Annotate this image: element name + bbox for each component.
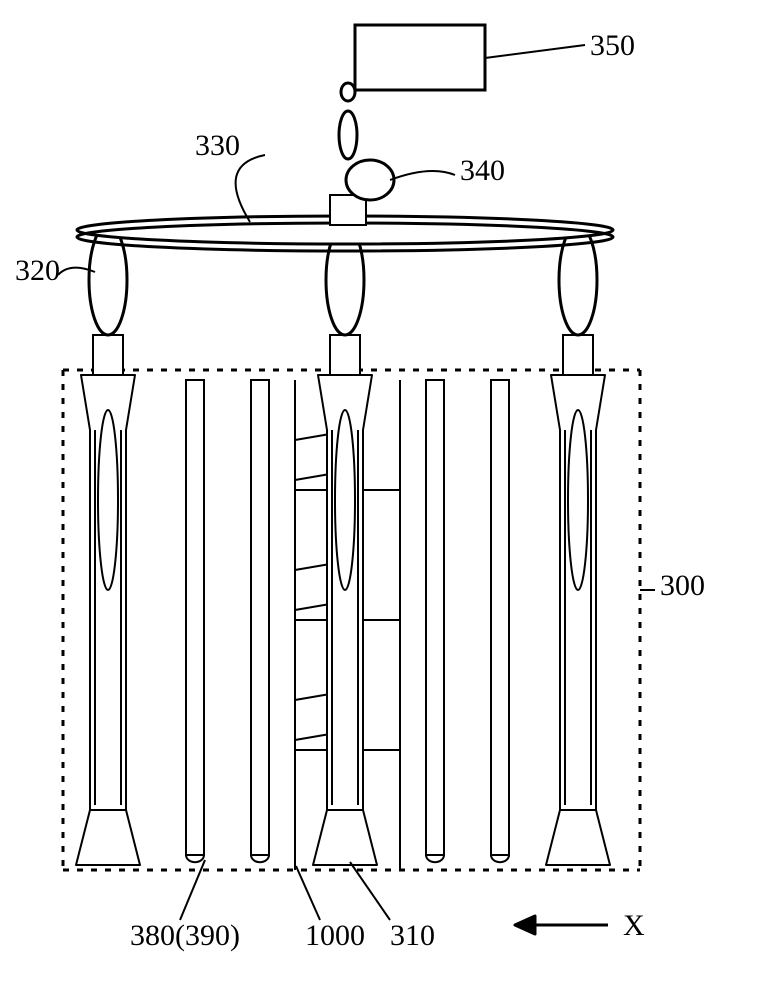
label-1000: 1000 — [305, 919, 365, 952]
label-310: 310 — [390, 919, 435, 952]
label-350: 350 — [590, 29, 635, 62]
patent-figure: 350 330 340 320 300 380(390) 1000 310 X — [0, 0, 763, 1000]
label-x: X — [623, 909, 645, 942]
label-300: 300 — [660, 569, 705, 602]
label-380: 380(390) — [130, 919, 240, 952]
label-330: 330 — [195, 129, 240, 162]
label-320: 320 — [15, 254, 60, 287]
drawing-layer — [63, 25, 640, 934]
label-340: 340 — [460, 154, 505, 187]
